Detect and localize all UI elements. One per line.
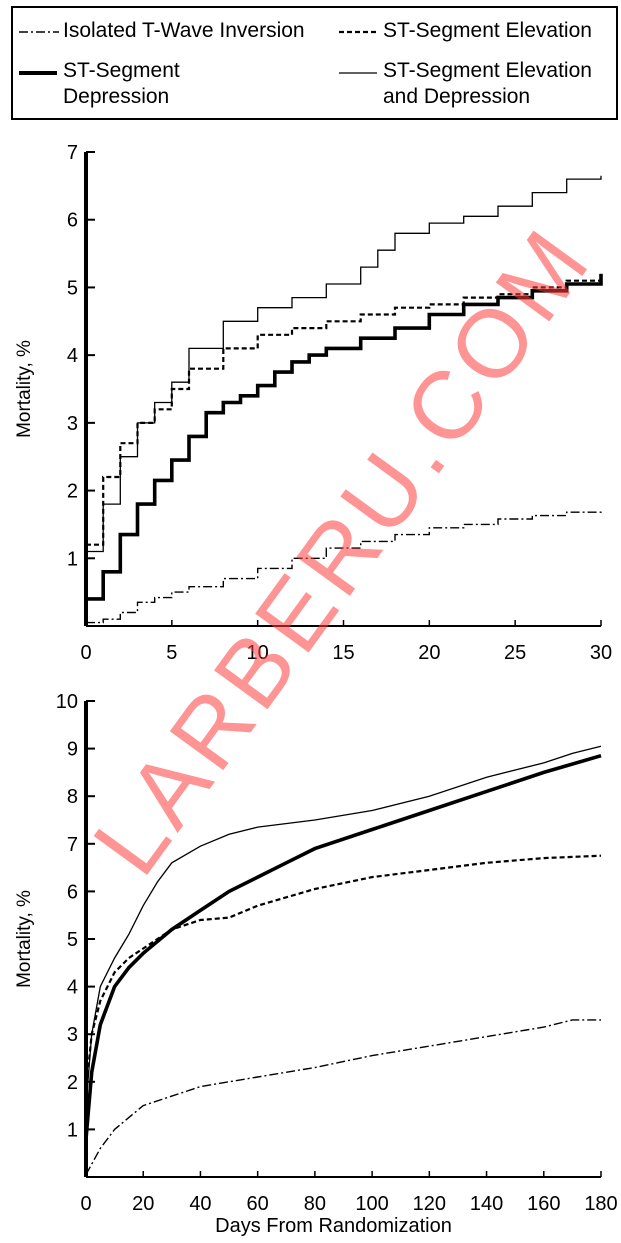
y-axis-label: Mortality, % <box>14 340 35 438</box>
y-tick-label: 5 <box>67 277 78 299</box>
y-tick-label: 2 <box>67 1072 78 1094</box>
legend-item-t-wave: Isolated T-Wave Inversion <box>19 18 305 44</box>
legend-swatch-thick <box>19 71 57 75</box>
legend-item-st-elevation: ST-Segment Elevation <box>339 18 592 44</box>
series-line-st-segment-depression <box>84 753 602 1140</box>
y-tick-label: 6 <box>67 210 78 232</box>
x-tick-label: 5 <box>166 642 177 664</box>
legend-swatch-thin <box>339 72 377 74</box>
x-tick-label: 60 <box>247 1193 269 1215</box>
y-tick-label: 4 <box>67 345 78 367</box>
series-line-isolated-t-wave-inversion <box>85 1019 601 1175</box>
chart-1: 1 2 3 4 5 6 7 0 5 10 15 20 25 30 Mortality, % <box>14 142 612 664</box>
series-line-st-segment-elevation-and-depression <box>86 175 602 553</box>
y-tick-label: 4 <box>67 977 78 999</box>
legend-swatch-dash-dot-thin <box>19 31 59 33</box>
y-tick-label: 7 <box>67 142 78 164</box>
y-tick-label: 7 <box>67 834 78 856</box>
x-tick-label: 160 <box>527 1193 560 1215</box>
legend-swatch-dashed <box>339 30 379 34</box>
series-line-isolated-t-wave-inversion <box>86 510 602 624</box>
x-tick-label: 80 <box>304 1193 326 1215</box>
y-axis-label: Mortality, % <box>14 890 35 988</box>
legend-label: ST-Segment Elevation <box>383 19 592 42</box>
y-tick-label: 2 <box>67 481 78 503</box>
y-tick-label: 9 <box>67 739 78 761</box>
x-tick-label: 15 <box>332 642 354 664</box>
series-line-st-segment-elevation-and-depression <box>85 745 602 1106</box>
legend-label: ST-Segment Elevation and Depression <box>383 59 592 108</box>
legend-item-st-elevation-and-depression: ST-Segment Elevation and Depression <box>339 58 592 110</box>
x-tick-label: 120 <box>413 1193 446 1215</box>
x-tick-label: 30 <box>590 642 612 664</box>
x-tick-label: 140 <box>470 1193 503 1215</box>
series-line-st-segment-depression <box>86 273 603 601</box>
x-tick-label: 0 <box>80 642 91 664</box>
x-tick-label: 40 <box>189 1193 211 1215</box>
y-tick-label: 6 <box>67 881 78 903</box>
series-line-st-segment-elevation <box>86 273 603 546</box>
x-tick-label: 100 <box>355 1193 388 1215</box>
legend-label: ST-Segment Depression <box>63 59 180 108</box>
y-tick-label: 3 <box>67 413 78 435</box>
x-axis-label: Days From Randomization <box>215 1215 452 1237</box>
x-tick-label: 180 <box>584 1193 617 1215</box>
chart-legend: Isolated T-Wave Inversion ST-Segment Ele… <box>11 6 618 120</box>
legend-label: Isolated T-Wave Inversion <box>63 19 305 42</box>
y-tick-label: 1 <box>67 548 78 570</box>
y-tick-label: 10 <box>56 691 78 713</box>
y-tick-label: 3 <box>67 1024 78 1046</box>
x-tick-label: 0 <box>80 1193 91 1215</box>
legend-item-st-depression: ST-Segment Depression <box>19 58 180 110</box>
x-tick-label: 10 <box>247 642 269 664</box>
x-tick-label: 20 <box>418 642 440 664</box>
y-tick-label: 5 <box>67 929 78 951</box>
series-line-st-segment-elevation <box>84 854 602 1092</box>
x-tick-label: 25 <box>504 642 526 664</box>
y-tick-label: 1 <box>67 1119 78 1141</box>
x-tick-label: 20 <box>132 1193 154 1215</box>
y-tick-label: 8 <box>67 786 78 808</box>
